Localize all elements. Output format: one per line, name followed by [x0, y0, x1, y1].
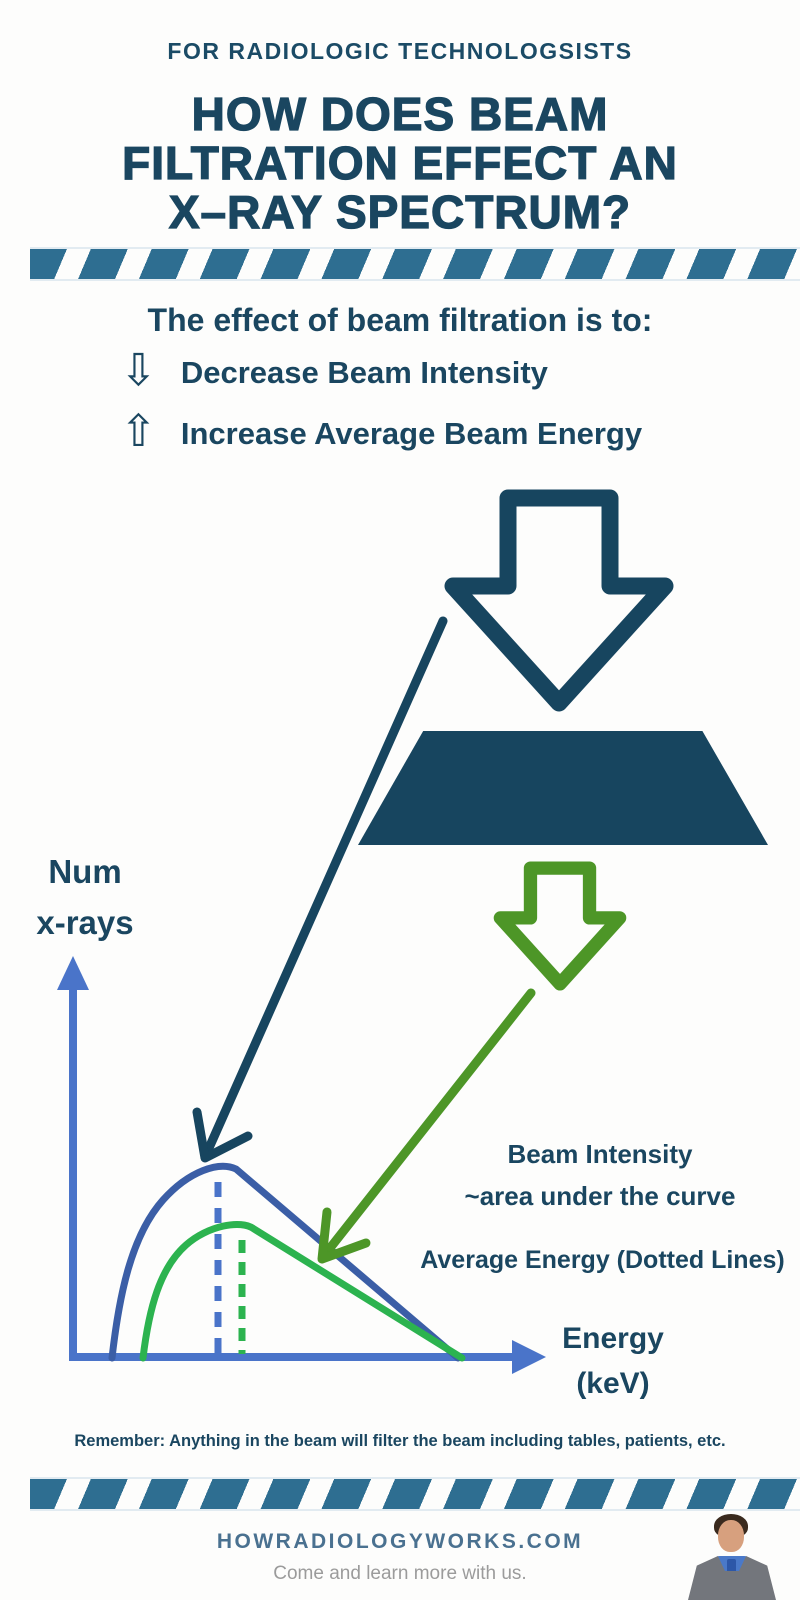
incident-beam-arrow-icon — [444, 489, 674, 712]
bullet-increase-energy: ⇧ Increase Average Beam Energy — [120, 410, 643, 454]
title-line-2: FILTRATION EFFECT AN — [121, 136, 678, 189]
navy-pointer-arrowhead-icon — [192, 1107, 253, 1163]
y-axis-arrowhead-icon — [57, 956, 89, 990]
intro-lead: The effect of beam filtration is to: — [147, 302, 653, 338]
green-pointer-line — [318, 988, 536, 1262]
bullet-label: Increase Average Beam Energy — [180, 416, 643, 451]
y-axis-label: Num x-rays — [20, 846, 150, 948]
average-energy-annotation: Average Energy (Dotted Lines) — [420, 1246, 785, 1274]
navy-pointer-line — [200, 616, 448, 1162]
beam-intensity-annotation: Beam Intensity ~area under the curve — [430, 1134, 770, 1217]
remember-note: Remember: Anything in the beam will filt… — [74, 1432, 726, 1450]
x-axis-label-line2: (keV) — [576, 1367, 650, 1400]
filtered-spectrum-curve — [139, 1220, 466, 1362]
title-line-1: HOW DOES BEAM — [191, 88, 609, 140]
beam-intensity-line2: ~area under the curve — [464, 1180, 736, 1211]
up-arrow-outline-icon: ⇧ — [120, 406, 157, 457]
beam-intensity-line1: Beam Intensity — [507, 1139, 693, 1169]
bullet-decrease-intensity: ⇩ Decrease Beam Intensity — [120, 349, 548, 393]
author-photo — [688, 1512, 776, 1600]
filter-trapezoid — [358, 731, 768, 845]
author-face — [718, 1520, 744, 1552]
x-axis-label: Energy (keV) — [548, 1316, 678, 1406]
y-axis-label-line1: Num — [48, 853, 122, 890]
title-line-3: X–RAY SPECTRUM? — [168, 185, 632, 238]
down-arrow-outline-icon: ⇩ — [120, 345, 157, 396]
website-name: HOWRADIOLOGYWORKS.COM — [216, 1530, 584, 1553]
bullet-label: Decrease Beam Intensity — [180, 355, 548, 390]
striped-divider-top — [30, 247, 800, 281]
footer-tagline: Come and learn more with us. — [273, 1563, 527, 1584]
filtered-beam-arrow-icon — [493, 861, 627, 991]
y-axis-label-line2: x-rays — [36, 904, 134, 942]
x-axis-label-line1: Energy — [562, 1322, 664, 1355]
unfiltered-spectrum-curve — [108, 1162, 462, 1362]
page-title: HOW DOES BEAM FILTRATION EFFECT AN X–RAY… — [0, 88, 800, 238]
green-pointer-arrowhead-icon — [317, 1207, 371, 1264]
kicker-text: FOR RADIOLOGIC TECHNOLOGSISTS — [167, 38, 633, 64]
striped-divider-bottom — [30, 1477, 800, 1511]
x-axis-arrowhead-icon — [512, 1340, 546, 1374]
